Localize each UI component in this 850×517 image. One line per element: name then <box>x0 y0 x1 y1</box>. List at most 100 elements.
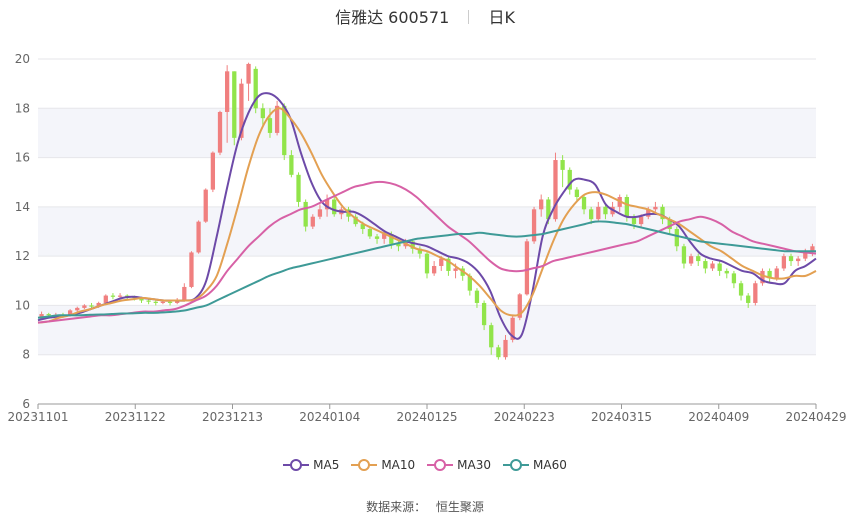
grid-band <box>38 305 816 355</box>
candle-body <box>175 300 180 303</box>
x-tick-label: 20231101 <box>7 410 68 424</box>
candle <box>489 322 494 355</box>
candle-body <box>232 71 237 138</box>
legend-item-ma60[interactable]: MA60 <box>503 458 567 472</box>
candle-body <box>296 174 301 202</box>
candle-body <box>589 209 594 220</box>
candle-body <box>489 325 494 348</box>
legend-marker-icon <box>283 459 310 471</box>
candle-body <box>196 221 201 253</box>
candle <box>274 100 280 136</box>
candle-body <box>274 105 280 133</box>
candle-body <box>710 263 715 269</box>
candle-body <box>396 243 401 247</box>
legend-item-ma10[interactable]: MA10 <box>351 458 415 472</box>
candle-body <box>260 108 265 119</box>
candle <box>196 220 201 254</box>
candle <box>660 204 665 225</box>
legend-item-ma30[interactable]: MA30 <box>427 458 491 472</box>
candle-body <box>553 160 558 220</box>
candle <box>103 294 108 305</box>
candle-body <box>631 216 637 225</box>
candle <box>589 206 594 225</box>
candle <box>674 226 679 252</box>
candle <box>296 172 301 207</box>
candle-body <box>717 263 722 271</box>
candle-body <box>560 160 565 170</box>
candle-body <box>217 111 223 153</box>
series-line-ma60 <box>37 220 816 319</box>
candle-body <box>660 206 665 220</box>
candle-body <box>110 295 116 297</box>
candle-body <box>574 189 580 197</box>
candle <box>560 155 565 188</box>
y-tick-label: 12 <box>15 249 30 263</box>
candle <box>510 315 515 343</box>
y-tick-label: 6 <box>22 397 30 411</box>
axes: 6 8 10 12 14 16 18 20 20231101 20231122 20231213 20… <box>7 52 846 424</box>
candle <box>596 201 601 222</box>
candle <box>203 188 208 223</box>
candle <box>581 194 587 215</box>
moving-average-lines <box>37 92 817 340</box>
candle-body <box>453 268 458 271</box>
candle <box>267 108 273 138</box>
candle-body <box>624 197 629 217</box>
candle-body <box>96 302 101 307</box>
candle-body <box>89 305 94 307</box>
candle-body <box>496 347 501 358</box>
candle <box>82 304 87 310</box>
x-tick-label: 20240315 <box>591 410 652 424</box>
legend-label: MA5 <box>313 458 340 472</box>
candle-body <box>774 268 779 279</box>
x-tick-label: 20240104 <box>299 410 360 424</box>
candle-body <box>546 199 551 220</box>
candle-body <box>788 256 794 262</box>
candle <box>653 201 658 212</box>
candle <box>210 151 216 193</box>
candle-body <box>646 209 651 217</box>
candle-body <box>210 152 216 190</box>
candle-body <box>332 199 337 215</box>
candle <box>332 197 337 217</box>
candle-body <box>353 216 358 225</box>
grid-band <box>38 108 816 158</box>
x-tick-label: 20240125 <box>396 410 457 424</box>
candle <box>753 280 758 306</box>
candle-body <box>324 199 330 210</box>
candle <box>189 251 194 289</box>
candle <box>217 110 223 156</box>
candle-body <box>310 216 315 227</box>
candle-body <box>481 302 487 326</box>
candle <box>367 226 373 239</box>
legend-label: MA10 <box>381 458 416 472</box>
legend-marker-icon <box>351 459 378 471</box>
candle-body <box>531 209 537 242</box>
candle-body <box>796 258 801 262</box>
legend-marker-icon <box>427 459 454 471</box>
legend-item-ma5[interactable]: MA5 <box>283 458 339 472</box>
candle-body <box>688 256 694 264</box>
source-label: 数据来源： <box>366 500 427 514</box>
candle <box>567 167 572 195</box>
candlesticks <box>39 62 815 360</box>
candle-body <box>503 339 508 358</box>
series-line-ma30 <box>37 180 817 324</box>
candle-body <box>46 314 51 316</box>
candle <box>310 214 315 230</box>
candle-body <box>703 261 708 269</box>
source-provider: 恒生聚源 <box>435 500 484 514</box>
candle-body <box>681 246 687 264</box>
candle-body <box>389 233 394 244</box>
candle-body <box>517 294 522 318</box>
legend-marker-icon <box>503 459 530 471</box>
candle <box>446 256 451 276</box>
candle <box>110 293 116 300</box>
candle <box>731 270 737 289</box>
candle <box>553 152 558 222</box>
candle <box>431 261 437 276</box>
candle <box>788 253 794 266</box>
stock-code: 600571 <box>388 8 450 27</box>
candle-body <box>767 270 772 279</box>
